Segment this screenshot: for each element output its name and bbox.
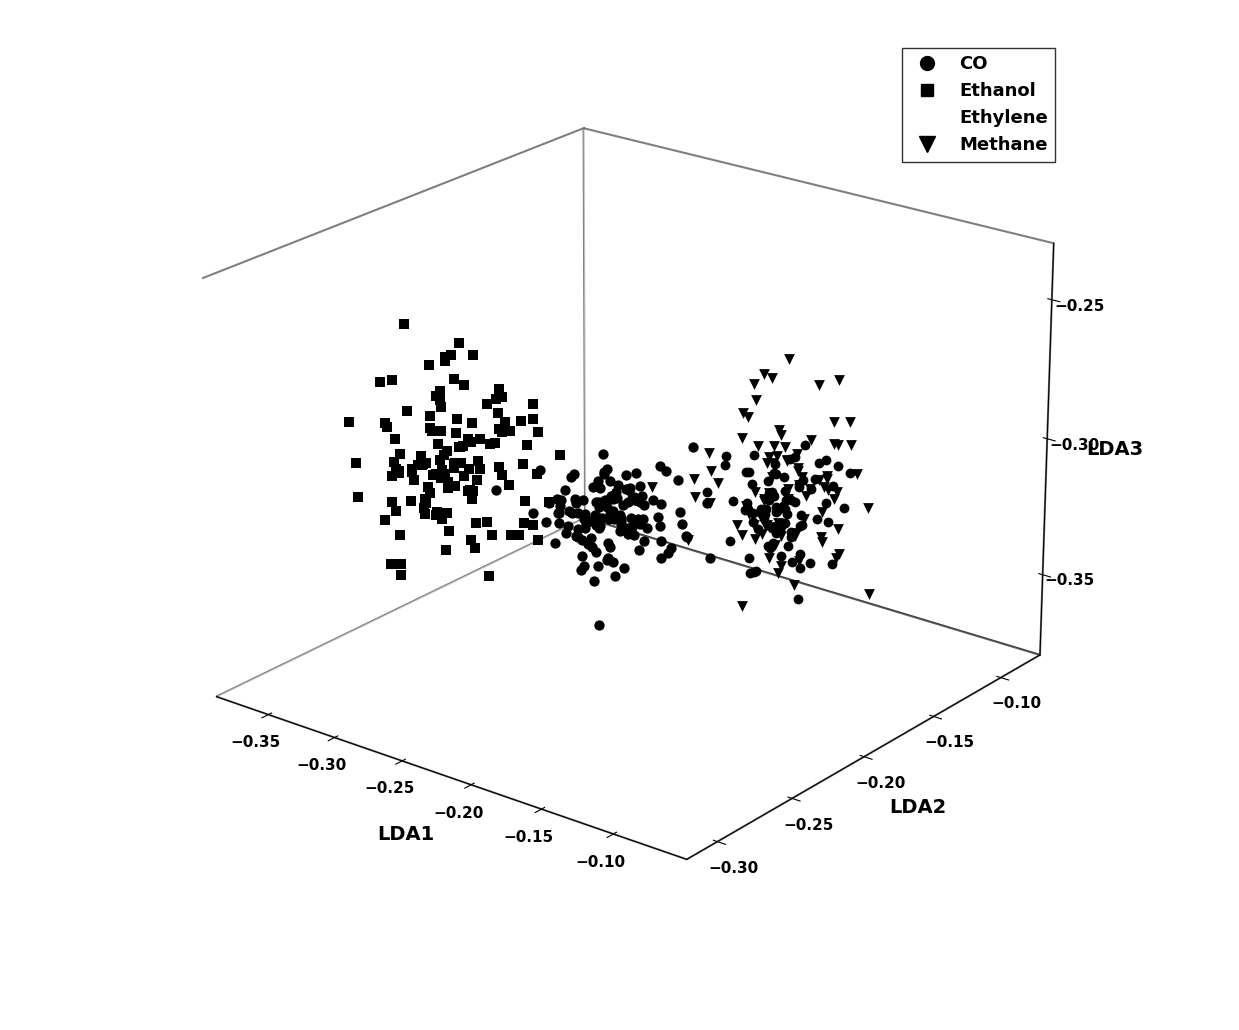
Legend: CO, Ethanol, Ethylene, Methane: CO, Ethanol, Ethylene, Methane <box>902 48 1056 162</box>
X-axis label: LDA1: LDA1 <box>378 825 435 845</box>
Y-axis label: LDA2: LDA2 <box>888 797 947 817</box>
